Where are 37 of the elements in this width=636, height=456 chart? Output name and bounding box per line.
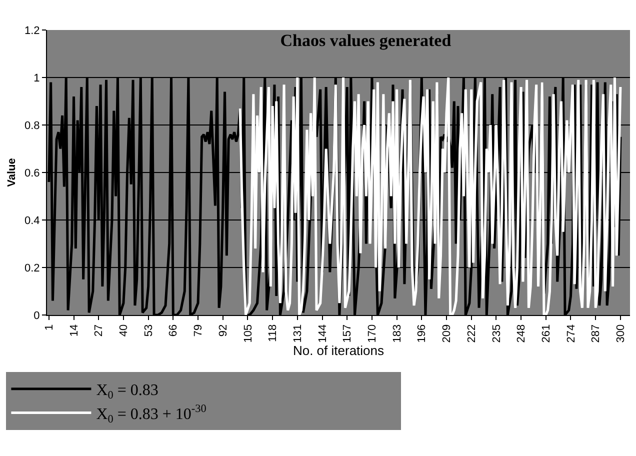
x-tick-label: 27 xyxy=(93,324,106,337)
y-tick-label: 1.2 xyxy=(24,24,40,37)
legend-label: X$_{0}$ = 0.83 + 10$^{-30}$ xyxy=(96,403,207,426)
legend-label: X$_{0}$ = 0.83 xyxy=(96,382,158,402)
y-axis-title: Value xyxy=(6,158,18,187)
x-tick-label: 105 xyxy=(242,324,254,343)
x-tick-label: 196 xyxy=(416,324,428,343)
x-tick-label: 144 xyxy=(316,324,329,343)
x-tick-label: 14 xyxy=(68,324,80,337)
x-tick-label: 131 xyxy=(292,324,304,343)
y-tick-label: 0.6 xyxy=(24,167,40,180)
x-tick-label: 300 xyxy=(615,324,628,343)
x-tick-label: 118 xyxy=(267,324,280,342)
x-tick-label: 183 xyxy=(391,324,404,343)
x-tick-label: 248 xyxy=(516,324,528,343)
x-tick-label: 222 xyxy=(466,324,478,343)
x-axis-title: No. of iterations xyxy=(292,342,385,358)
x-tick-label: 157 xyxy=(342,324,354,343)
y-tick-label: 1 xyxy=(34,72,40,84)
x-tick-label: 261 xyxy=(540,324,552,343)
x-tick-label: 235 xyxy=(490,324,503,343)
y-tick-label: 0.8 xyxy=(24,120,40,132)
y-tick-label: 0.2 xyxy=(24,262,40,274)
x-tick-label: 79 xyxy=(192,324,205,337)
y-tick-label: 0.4 xyxy=(24,214,40,227)
line-series xyxy=(238,76,622,315)
chart-title: Chaos values generated xyxy=(280,31,452,50)
y-tick-label: 0 xyxy=(34,310,40,322)
x-tick-label: 66 xyxy=(168,324,180,337)
x-tick-label: 274 xyxy=(565,324,578,343)
x-tick-label: 1 xyxy=(43,324,56,331)
x-tick-label: 287 xyxy=(590,324,602,343)
x-tick-label: 40 xyxy=(118,324,130,337)
x-tick-label: 170 xyxy=(366,324,379,343)
x-tick-label: 92 xyxy=(217,324,230,337)
x-tick-label: 209 xyxy=(441,324,454,343)
x-tick-label: 53 xyxy=(142,324,155,337)
